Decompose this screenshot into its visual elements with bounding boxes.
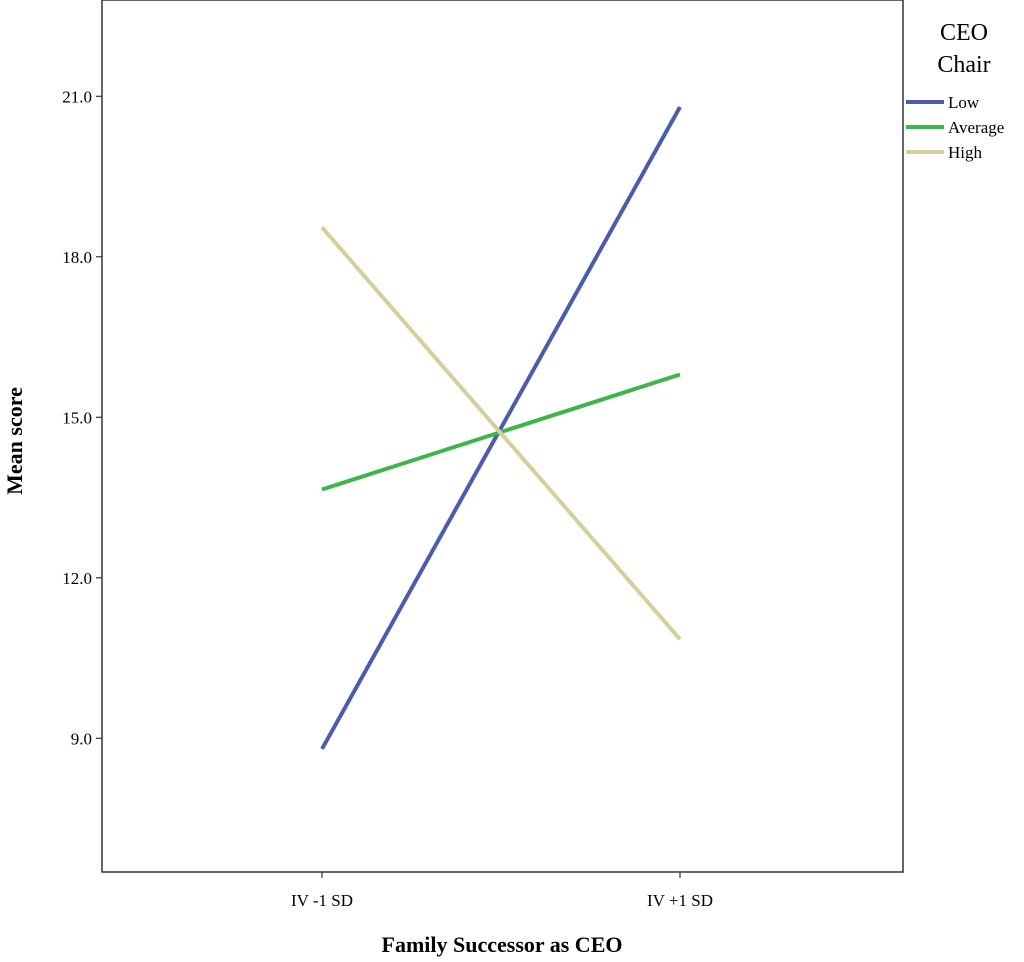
y-tick-label: 9.0 bbox=[71, 729, 92, 748]
y-tick-label: 15.0 bbox=[62, 408, 92, 427]
series-line-low bbox=[320, 106, 682, 750]
series-lines bbox=[320, 106, 682, 750]
y-tick-label: 21.0 bbox=[62, 87, 92, 106]
series-line-high bbox=[320, 226, 682, 641]
legend-label-high: High bbox=[948, 143, 983, 162]
legend: CEO Chair Low Average High bbox=[906, 20, 1004, 162]
y-tick-label: 12.0 bbox=[62, 569, 92, 588]
legend-title-line-1: CEO bbox=[940, 20, 988, 46]
y-axis-ticks: 9.0 12.0 15.0 18.0 21.0 bbox=[62, 87, 102, 748]
y-tick-label: 18.0 bbox=[62, 248, 92, 267]
x-axis-title: Family Successor as CEO bbox=[382, 932, 623, 957]
y-axis-title: Mean score bbox=[2, 387, 27, 495]
legend-entries: Low Average High bbox=[906, 93, 1004, 162]
legend-label-low: Low bbox=[948, 93, 980, 112]
x-tick-label: IV +1 SD bbox=[647, 891, 713, 910]
x-axis-ticks: IV -1 SD IV +1 SD bbox=[291, 872, 713, 910]
legend-title-line-2: Chair bbox=[937, 52, 990, 78]
x-tick-label: IV -1 SD bbox=[291, 891, 353, 910]
legend-label-average: Average bbox=[948, 118, 1004, 137]
